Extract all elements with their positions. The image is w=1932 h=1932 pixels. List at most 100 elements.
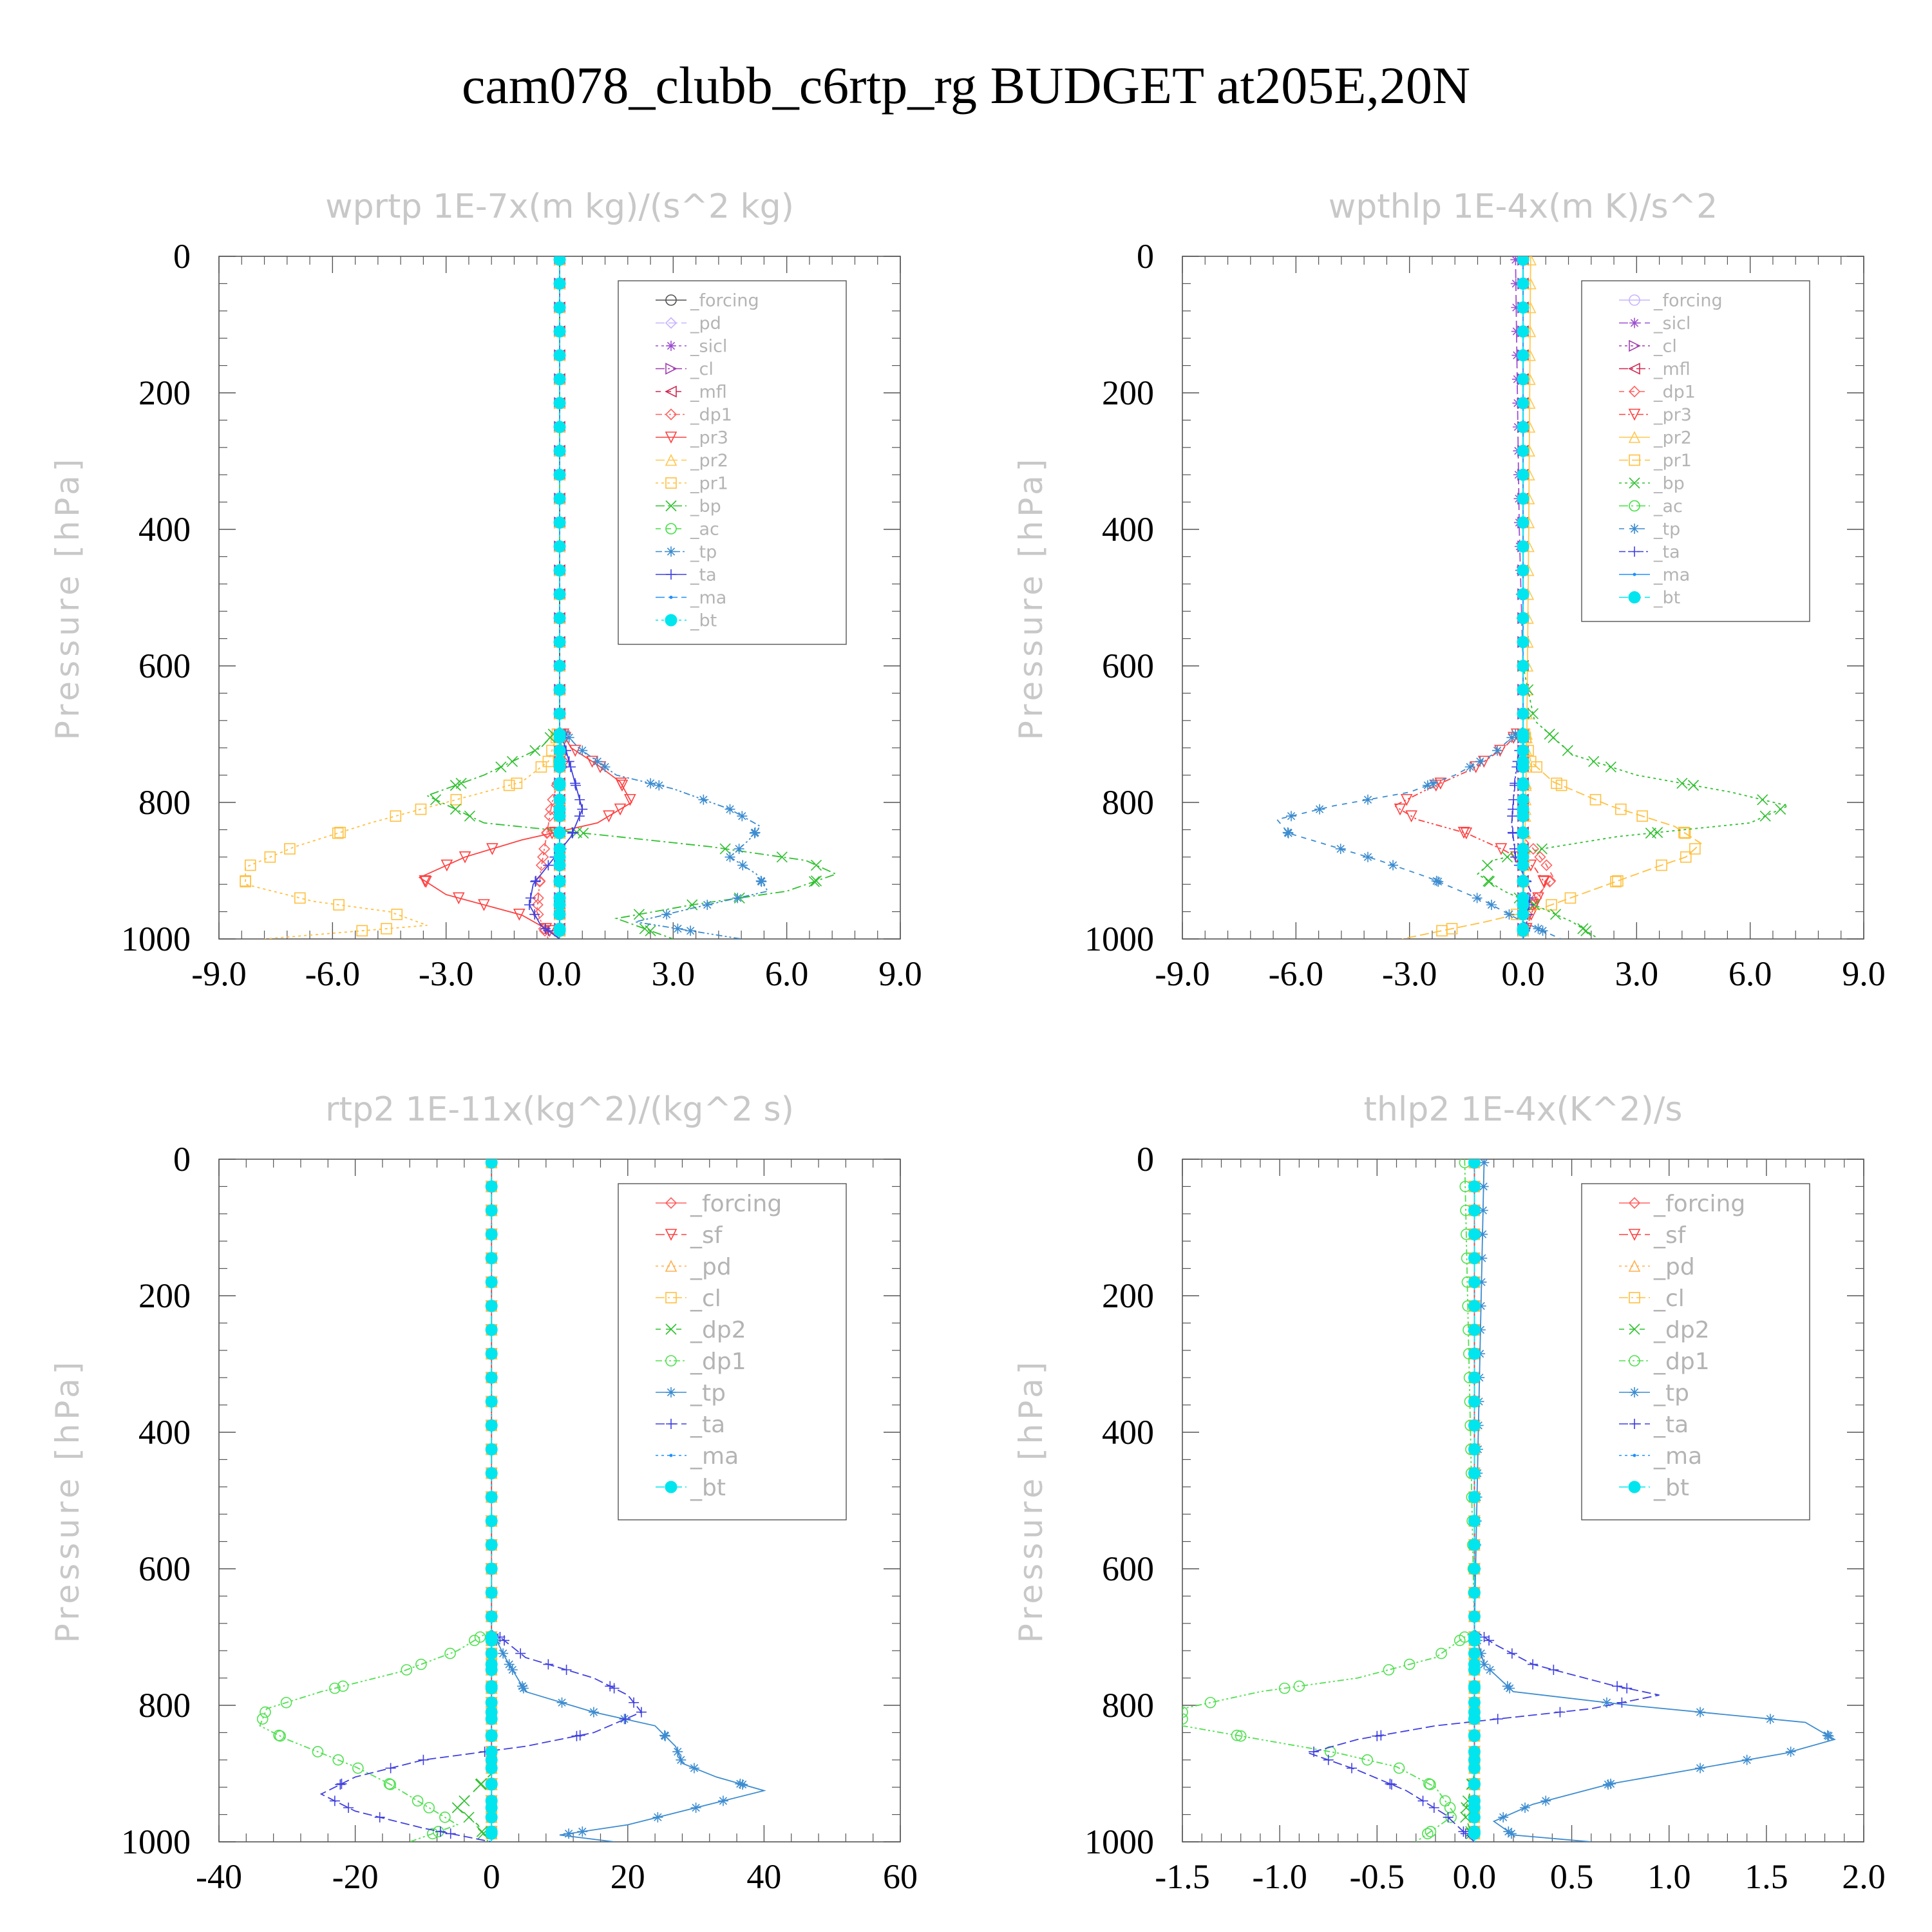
y-tick-label: 1000: [1084, 920, 1154, 958]
legend-label: _sicl: [690, 337, 727, 357]
series-line: [245, 727, 560, 939]
x-tick-label: -6.0: [1269, 954, 1323, 993]
data-point: [1823, 1730, 1834, 1741]
data-point: [391, 909, 403, 920]
data-point: [352, 1762, 364, 1774]
data-point: [1433, 876, 1444, 887]
data-point: [1629, 1419, 1640, 1429]
data-point: [1400, 793, 1413, 806]
data-point: [485, 1159, 498, 1169]
data-point: [810, 875, 822, 887]
data-point: [1436, 925, 1448, 937]
data-point: [1504, 909, 1515, 920]
data-point: [1538, 876, 1550, 888]
data-point: [1605, 1778, 1616, 1789]
data-point: [485, 1180, 498, 1193]
data-point: [1612, 1681, 1623, 1692]
data-point: [665, 317, 677, 329]
data-point: [1517, 924, 1530, 937]
legend-label: _bt: [1653, 1475, 1689, 1501]
data-point: [565, 761, 576, 772]
data-point: [544, 810, 556, 822]
data-point: [1785, 1747, 1796, 1757]
data-point: [1405, 810, 1417, 822]
data-point: [553, 827, 566, 840]
data-point: [412, 1795, 424, 1807]
series-line: [1182, 1159, 1475, 1842]
data-point: [561, 1664, 572, 1675]
data-point: [531, 875, 542, 886]
data-point: [553, 810, 566, 822]
data-point: [485, 1827, 498, 1840]
data-point: [1422, 780, 1433, 791]
data-point: [312, 1746, 324, 1757]
y-tick-label: 1000: [121, 1823, 191, 1861]
data-point: [504, 1659, 515, 1670]
data-point: [577, 804, 588, 815]
data-point: [1548, 732, 1559, 743]
data-point: [1601, 1697, 1612, 1708]
data-point: [553, 924, 566, 937]
legend-label: _tp: [690, 542, 717, 562]
data-point: [600, 761, 611, 772]
data-point: [485, 1276, 498, 1289]
y-tick-label: 200: [1102, 1276, 1154, 1315]
data-point: [1540, 1795, 1551, 1806]
page-title: cam078_clubb_c6rtp_rg BUDGET at205E,20N: [461, 56, 1471, 115]
data-point: [1629, 339, 1641, 352]
data-point: [1555, 1707, 1566, 1718]
data-point: [553, 516, 566, 529]
data-point: [1468, 1827, 1481, 1840]
data-point: [530, 876, 541, 887]
data-point: [702, 900, 713, 910]
data-point: [1531, 761, 1542, 773]
data-point: [1468, 1395, 1481, 1408]
data-point: [543, 925, 554, 936]
data-point: [515, 1648, 526, 1659]
data-point: [1460, 1812, 1472, 1823]
series-tp: [489, 1629, 766, 1842]
data-point: [1622, 1683, 1633, 1694]
data-point: [418, 1754, 429, 1765]
data-point: [541, 827, 553, 839]
x-tick-label: 9.0: [1842, 954, 1886, 993]
data-point: [1741, 1754, 1752, 1765]
legend-label: _bt: [1653, 588, 1680, 608]
data-point: [687, 899, 698, 911]
series-bp: [425, 726, 838, 939]
data-point: [676, 1754, 687, 1765]
data-point: [1628, 363, 1640, 375]
data-point: [1479, 1659, 1490, 1670]
data-point: [506, 755, 518, 767]
data-point: [1235, 1730, 1247, 1742]
data-point: [1629, 317, 1640, 328]
x-tick-label: 20: [611, 1857, 645, 1896]
data-point: [1484, 1664, 1495, 1675]
data-point: [724, 851, 735, 862]
x-tick-label: -3.0: [1382, 954, 1437, 993]
data-point: [1610, 876, 1622, 887]
data-point: [737, 811, 748, 822]
data-point: [666, 546, 676, 557]
data-point: [452, 892, 465, 905]
data-point: [1757, 794, 1768, 806]
legend-label: _bt: [690, 611, 717, 631]
legend-label: _pr1: [690, 474, 728, 494]
data-point: [698, 794, 709, 805]
data-point: [464, 810, 475, 822]
data-point: [1517, 256, 1530, 266]
data-point: [553, 373, 566, 386]
data-point: [1506, 1828, 1517, 1839]
y-tick-label: 0: [1137, 1140, 1154, 1179]
y-tick-label: 600: [138, 647, 191, 685]
data-point: [665, 453, 677, 466]
x-tick-label: 40: [746, 1857, 781, 1896]
series-ta: [319, 1629, 647, 1842]
data-point: [498, 1648, 509, 1659]
data-point: [1517, 707, 1530, 720]
data-point: [1676, 777, 1688, 789]
data-point: [426, 1828, 439, 1840]
data-point: [1468, 1539, 1481, 1551]
data-point: [1517, 779, 1530, 791]
plot-frame: [218, 1159, 901, 1842]
